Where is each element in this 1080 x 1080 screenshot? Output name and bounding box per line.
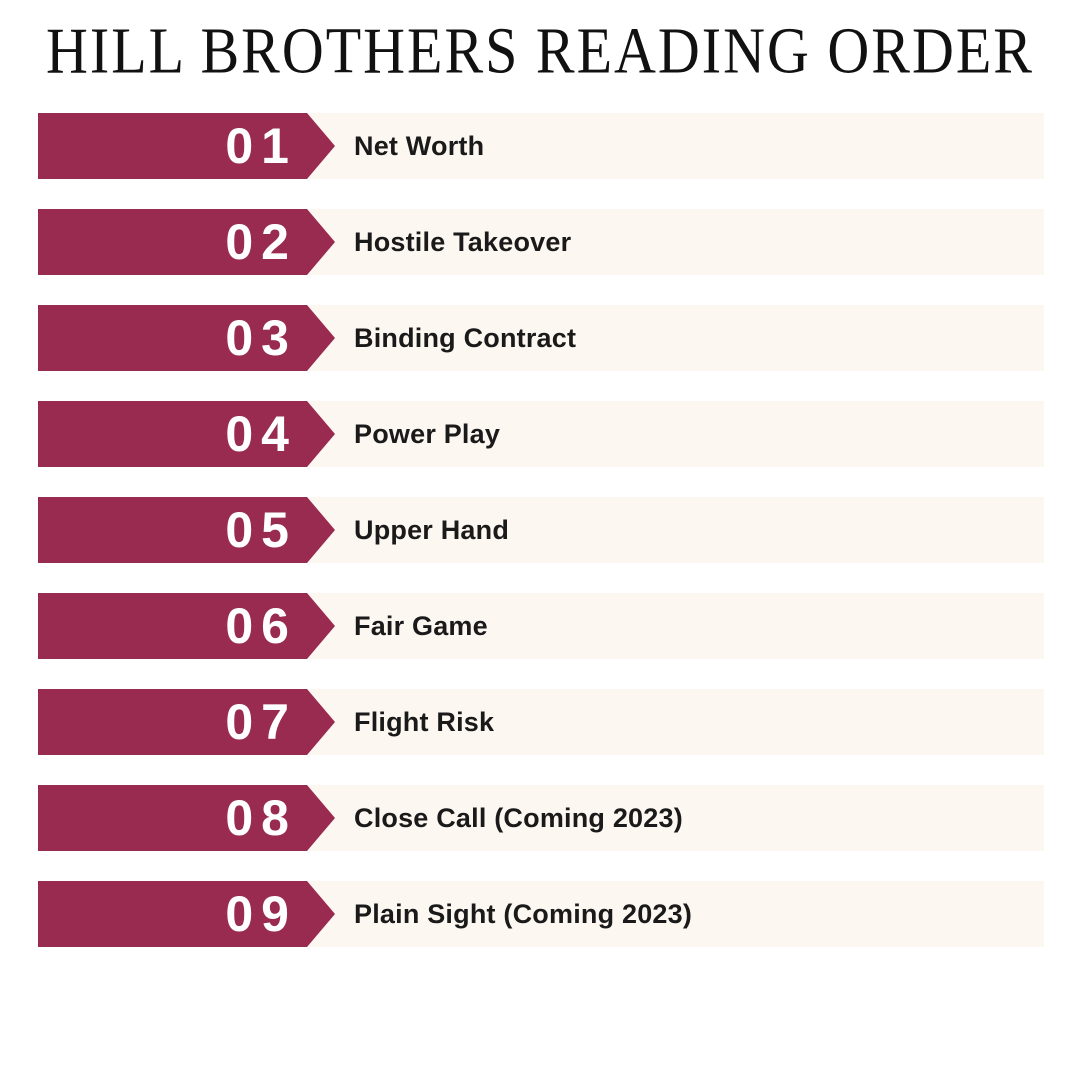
book-title: Close Call (Coming 2023)	[354, 802, 683, 833]
list-item: 04 Power Play	[38, 401, 1044, 467]
number-banner-arrow: 01	[38, 113, 335, 179]
number-banner-arrow: 07	[38, 689, 335, 755]
item-number: 05	[225, 502, 297, 558]
item-number: 01	[225, 118, 297, 174]
item-number: 06	[225, 598, 297, 654]
number-banner-arrow: 05	[38, 497, 335, 563]
item-number: 03	[225, 310, 297, 366]
number-banner-arrow: 04	[38, 401, 335, 467]
item-number: 07	[225, 694, 297, 750]
infographic-page: HILL BROTHERS READING ORDER 01 Net Worth…	[0, 12, 1080, 1080]
book-title: Hostile Takeover	[354, 226, 572, 257]
number-banner-arrow: 02	[38, 209, 335, 275]
list-item: 08 Close Call (Coming 2023)	[38, 785, 1044, 851]
number-banner-arrow: 09	[38, 881, 335, 947]
item-number: 04	[225, 406, 297, 462]
book-title: Net Worth	[354, 130, 485, 161]
number-banner-arrow: 08	[38, 785, 335, 851]
reading-list: 01 Net Worth 02 Hostile Takeover 03 Bind…	[38, 113, 1044, 947]
list-item: 03 Binding Contract	[38, 305, 1044, 371]
item-number: 02	[225, 214, 297, 270]
number-banner-arrow: 06	[38, 593, 335, 659]
book-title: Plain Sight (Coming 2023)	[354, 898, 693, 929]
list-item: 06 Fair Game	[38, 593, 1044, 659]
item-number: 09	[225, 886, 297, 942]
page-title: HILL BROTHERS READING ORDER	[46, 13, 1034, 88]
list-item: 07 Flight Risk	[38, 689, 1044, 755]
list-item: 01 Net Worth	[38, 113, 1044, 179]
book-title: Power Play	[354, 418, 501, 449]
number-banner-arrow: 03	[38, 305, 335, 371]
book-title: Fair Game	[354, 610, 488, 641]
item-number: 08	[225, 790, 297, 846]
list-item: 02 Hostile Takeover	[38, 209, 1044, 275]
book-title: Upper Hand	[354, 514, 510, 545]
list-item: 09 Plain Sight (Coming 2023)	[38, 881, 1044, 947]
book-title: Binding Contract	[354, 322, 577, 353]
book-title: Flight Risk	[354, 706, 495, 737]
list-item: 05 Upper Hand	[38, 497, 1044, 563]
